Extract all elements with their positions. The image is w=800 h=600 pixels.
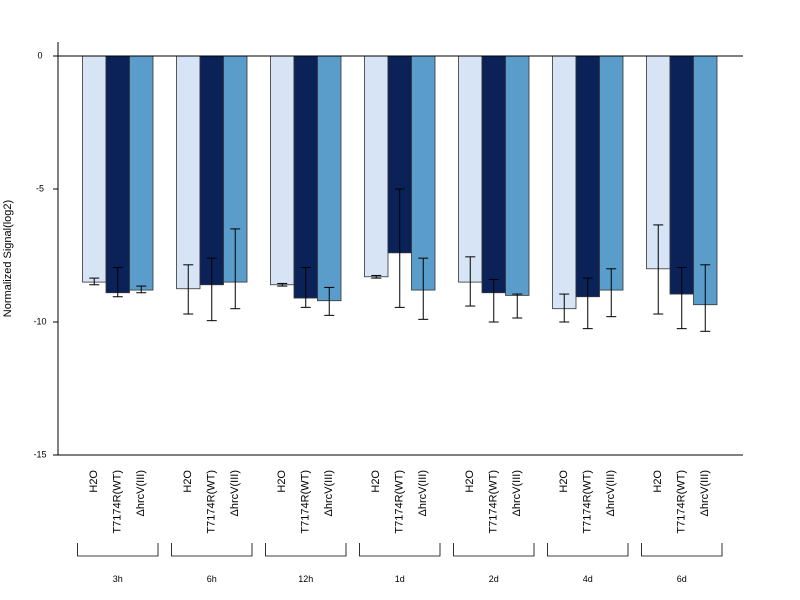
x-tick-label: T7174R(WT)	[676, 470, 688, 534]
x-tick-label: T7174R(WT)	[112, 470, 124, 534]
x-tick-label: H2O	[558, 470, 570, 493]
x-tick-label: H2O	[182, 470, 194, 493]
bar	[505, 55, 530, 296]
x-tick-label: H2O	[88, 470, 100, 493]
x-tick-label: T7174R(WT)	[582, 470, 594, 534]
bar	[458, 55, 483, 283]
bar	[669, 55, 694, 295]
group-label: 6d	[677, 574, 687, 584]
bar	[411, 55, 436, 291]
x-tick-label: ΔhrcV(III)	[511, 470, 523, 516]
bar	[105, 55, 130, 294]
group-label: 6h	[207, 574, 217, 584]
group-bracket	[641, 543, 723, 557]
x-tick-label: T7174R(WT)	[488, 470, 500, 534]
y-tick-label: -10	[33, 316, 46, 326]
x-tick-label: ΔhrcV(III)	[323, 470, 335, 516]
y-axis-label: Normalized Signal(log2)	[2, 200, 14, 317]
x-tick-label: ΔhrcV(III)	[229, 470, 241, 516]
group-bracket	[547, 543, 629, 557]
group-brackets: 3h 6h 12h 1d 2d 4d 6d	[77, 543, 723, 584]
x-tick-label: H2O	[652, 470, 664, 493]
group-bracket	[77, 543, 159, 557]
x-tick-label: ΔhrcV(III)	[699, 470, 711, 516]
x-tick-label: H2O	[464, 470, 476, 493]
group-bracket	[171, 543, 253, 557]
bar	[129, 55, 154, 291]
bars-layer	[82, 55, 718, 310]
error-bars-layer	[89, 188, 711, 332]
bar	[364, 55, 389, 278]
bar	[270, 55, 295, 286]
bar	[552, 55, 577, 310]
y-tick-label: -5	[36, 183, 44, 193]
bar	[199, 55, 224, 286]
x-tick-label: H2O	[370, 470, 382, 493]
y-axis: 0 -5 -10 -15	[33, 42, 59, 459]
x-tick-label: ΔhrcV(III)	[135, 470, 147, 516]
bar	[82, 55, 107, 283]
group-bracket	[453, 543, 535, 557]
x-tick-label: T7174R(WT)	[300, 470, 312, 534]
y-tick-label: 0	[37, 50, 42, 60]
x-axis-labels: H2O T7174R(WT) ΔhrcV(III) H2O T7174R(WT) Δhrc…	[88, 470, 711, 534]
group-label: 12h	[298, 574, 313, 584]
group-bracket	[265, 543, 347, 557]
x-tick-label: ΔhrcV(III)	[605, 470, 617, 516]
group-label: 3h	[113, 574, 123, 584]
group-bracket	[359, 543, 441, 557]
x-tick-label: T7174R(WT)	[394, 470, 406, 534]
group-label: 4d	[583, 574, 593, 584]
group-label: 1d	[395, 574, 405, 584]
group-label: 2d	[489, 574, 499, 584]
bar	[599, 55, 624, 291]
bar	[176, 55, 201, 290]
bar	[317, 55, 342, 302]
bar	[575, 55, 600, 298]
y-tick-label: -15	[33, 449, 46, 459]
x-tick-label: T7174R(WT)	[206, 470, 218, 534]
bar	[293, 55, 318, 299]
x-tick-label: H2O	[276, 470, 288, 493]
bar	[481, 55, 506, 294]
x-tick-label: ΔhrcV(III)	[417, 470, 429, 516]
